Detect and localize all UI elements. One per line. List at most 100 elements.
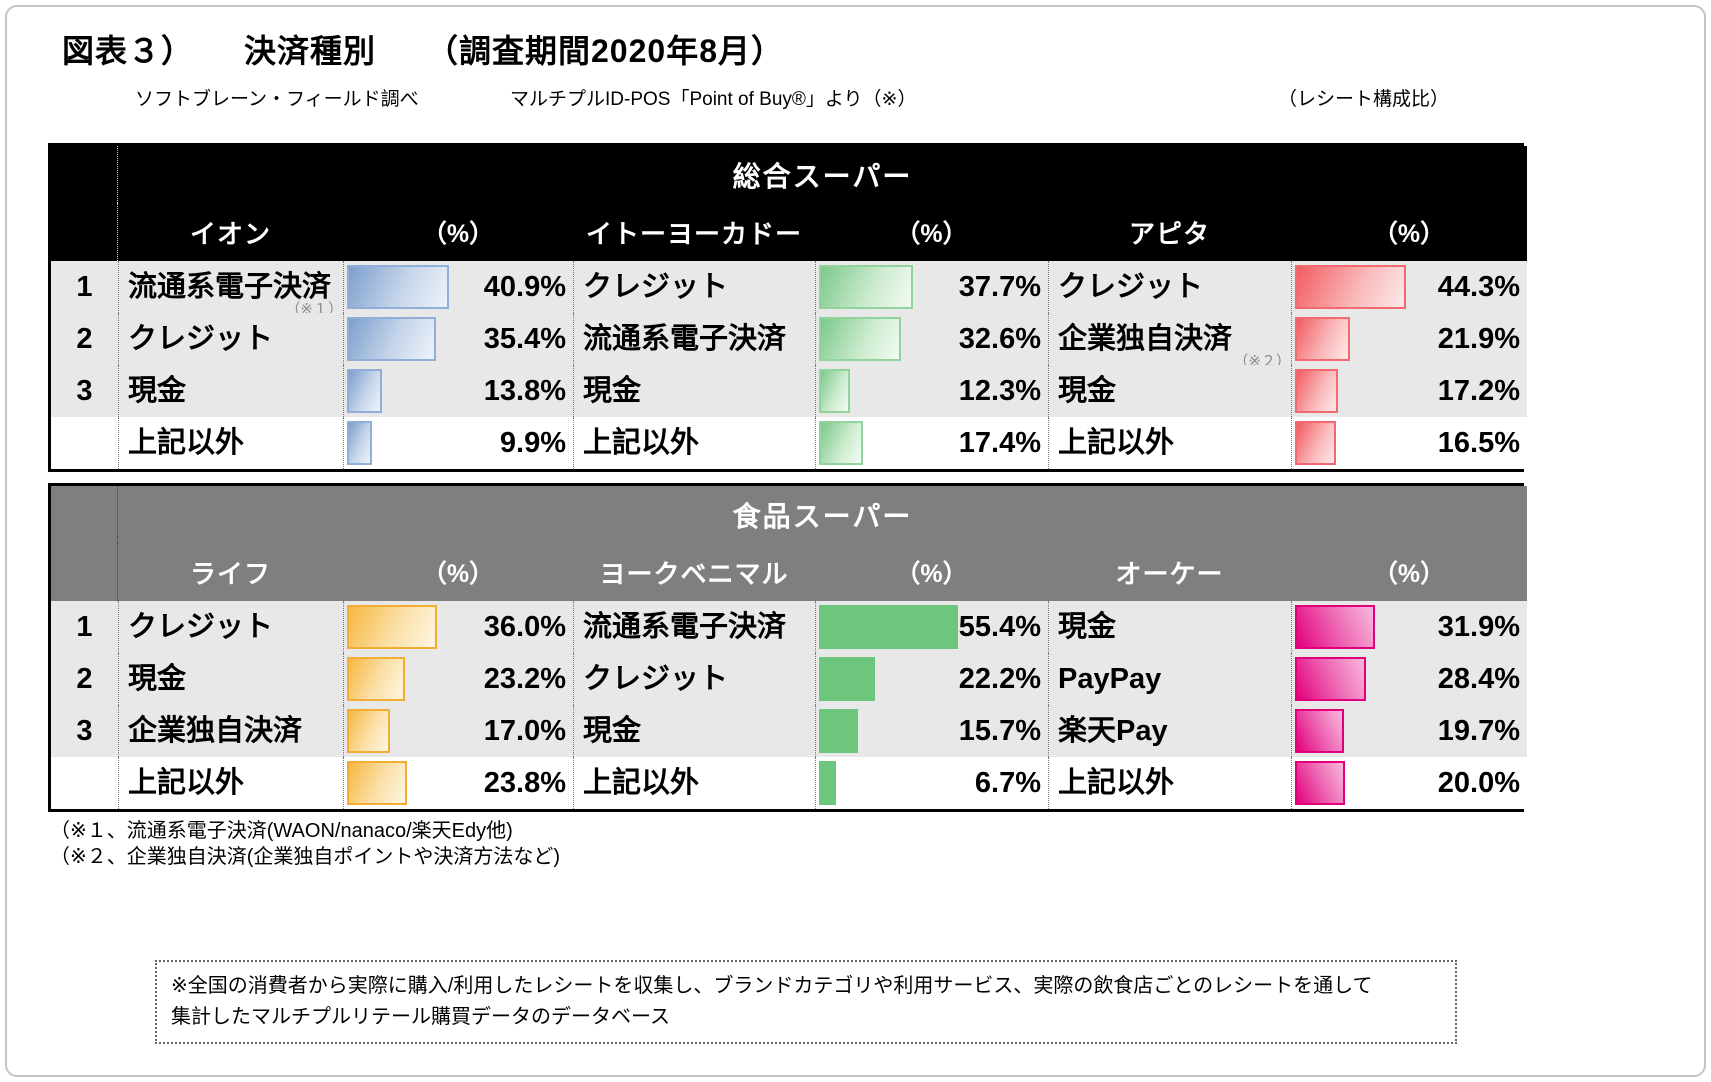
data-bar: [347, 265, 450, 309]
group-title: 総合スーパー: [118, 146, 1527, 203]
value-cell: 35.4%: [343, 313, 573, 365]
data-bar: [1295, 421, 1337, 465]
value-cell: 16.5%: [1291, 417, 1527, 469]
payment-method-label: 流通系電子決済 （※１）: [118, 261, 343, 317]
page-title: 図表３） 決済種別 （調査期間2020年8月）: [62, 33, 784, 69]
payment-method-label: 上記以外: [118, 417, 343, 469]
data-bar: [347, 605, 437, 649]
footnote-2: （※２、企業独自決済(企業独自ポイントや決済方法など): [50, 846, 561, 868]
value-cell: 6.7%: [815, 757, 1048, 809]
value-cell: 20.0%: [1291, 757, 1527, 809]
rank-header-cell: [51, 486, 118, 543]
value-cell: 40.9%: [343, 261, 573, 313]
payment-method-label: 上記以外: [1048, 757, 1291, 809]
payment-method-label: 現金: [118, 365, 343, 417]
value-cell: 13.8%: [343, 365, 573, 417]
payment-method-label: 現金: [1048, 365, 1291, 417]
data-bar: [819, 709, 859, 753]
rank-subheader-cell: [51, 543, 118, 601]
payment-method-label: クレジット: [573, 653, 815, 705]
data-bar: [347, 709, 390, 753]
value-cell: 36.0%: [343, 601, 573, 653]
value-cell: 31.9%: [1291, 601, 1527, 653]
data-bar: [1295, 761, 1345, 805]
value-cell: 23.8%: [343, 757, 573, 809]
payment-method-label: クレジット: [118, 313, 343, 365]
payment-method-label: 現金: [1048, 601, 1291, 653]
percent-header: （%）: [343, 543, 573, 601]
value-cell: 17.4%: [815, 417, 1048, 469]
store-header-apita: アピタ: [1048, 203, 1291, 261]
payment-method-label: 楽天Pay: [1048, 705, 1291, 757]
value-cell: 9.9%: [343, 417, 573, 469]
value-cell: 19.7%: [1291, 705, 1527, 757]
data-bar: [819, 761, 836, 805]
payment-method-label: 上記以外: [573, 417, 815, 469]
data-bar: [1295, 657, 1366, 701]
data-bar: [347, 421, 372, 465]
data-bar: [819, 421, 863, 465]
data-bar: [347, 657, 405, 701]
percent-header: （%）: [815, 543, 1048, 601]
percent-header: （%）: [815, 203, 1048, 261]
data-source-label: マルチプルID-POS「Point of Buy®」より（※）: [510, 89, 917, 110]
value-cell: 23.2%: [343, 653, 573, 705]
table-general-supermarkets: 総合スーパー イオン （%） イトーヨーカドー （%） アピタ （%） 1 流通…: [48, 143, 1527, 472]
percent-header: （%）: [1291, 543, 1527, 601]
rank-cell: 2: [51, 313, 118, 365]
box-note-line-1: ※全国の消費者から実際に購入/利用したレシートを収集し、ブランドカテゴリや利用サ…: [171, 975, 1373, 997]
value-cell: 21.9%: [1291, 313, 1527, 365]
data-bar: [1295, 317, 1350, 361]
value-cell: 22.2%: [815, 653, 1048, 705]
box-note-line-2: 集計したマルチプルリテール購買データのデータベース: [171, 1006, 670, 1028]
data-bar: [819, 369, 850, 413]
data-bar: [819, 317, 901, 361]
payment-method-label: クレジット: [118, 601, 343, 653]
store-header-ok: オーケー: [1048, 543, 1291, 601]
payment-method-label: 流通系電子決済: [573, 601, 815, 653]
rank-header-cell: [51, 146, 118, 203]
table-food-supermarkets: 食品スーパー ライフ （%） ヨークベニマル （%） オーケー （%） 1 クレ…: [48, 483, 1527, 812]
group-title: 食品スーパー: [118, 486, 1527, 543]
rank-cell: [51, 417, 118, 469]
rank-cell: 1: [51, 601, 118, 653]
value-cell: 15.7%: [815, 705, 1048, 757]
value-cell: 32.6%: [815, 313, 1048, 365]
percent-header: （%）: [343, 203, 573, 261]
percent-header: （%）: [1291, 203, 1527, 261]
payment-method-label: PayPay: [1048, 653, 1291, 705]
value-cell: 17.0%: [343, 705, 573, 757]
value-cell: 12.3%: [815, 365, 1048, 417]
payment-method-label: クレジット: [1048, 261, 1291, 313]
store-header-life: ライフ: [118, 543, 343, 601]
payment-method-label: 企業独自決済: [118, 705, 343, 757]
payment-method-label: 流通系電子決済: [573, 313, 815, 365]
rank-cell: [51, 757, 118, 809]
payment-method-label: 上記以外: [1048, 417, 1291, 469]
data-bar: [1295, 605, 1375, 649]
data-bar: [1295, 369, 1338, 413]
value-cell: 55.4%: [815, 601, 1048, 653]
rank-cell: 3: [51, 705, 118, 757]
data-bar: [347, 761, 407, 805]
rank-cell: 2: [51, 653, 118, 705]
data-bar: [1295, 265, 1406, 309]
data-source-description-box: ※全国の消費者から実際に購入/利用したレシートを収集し、ブランドカテゴリや利用サ…: [155, 960, 1457, 1044]
payment-method-label: 上記以外: [118, 757, 343, 809]
payment-method-label: クレジット: [573, 261, 815, 313]
data-bar: [347, 317, 436, 361]
store-header-itoyokado: イトーヨーカドー: [573, 203, 815, 261]
footnote-1: （※１、流通系電子決済(WAON/nanaco/楽天Edy他): [50, 820, 513, 842]
data-bar: [819, 605, 958, 649]
source-credit: ソフトブレーン・フィールド調べ: [135, 89, 419, 110]
value-cell: 44.3%: [1291, 261, 1527, 313]
payment-method-label: 企業独自決済 （※２）: [1048, 313, 1291, 369]
rank-subheader-cell: [51, 203, 118, 261]
payment-method-label: 現金: [118, 653, 343, 705]
value-cell: 37.7%: [815, 261, 1048, 313]
value-cell: 17.2%: [1291, 365, 1527, 417]
rank-cell: 3: [51, 365, 118, 417]
data-bar: [1295, 709, 1345, 753]
payment-method-label: 現金: [573, 705, 815, 757]
store-header-yorkbenimaru: ヨークベニマル: [573, 543, 815, 601]
